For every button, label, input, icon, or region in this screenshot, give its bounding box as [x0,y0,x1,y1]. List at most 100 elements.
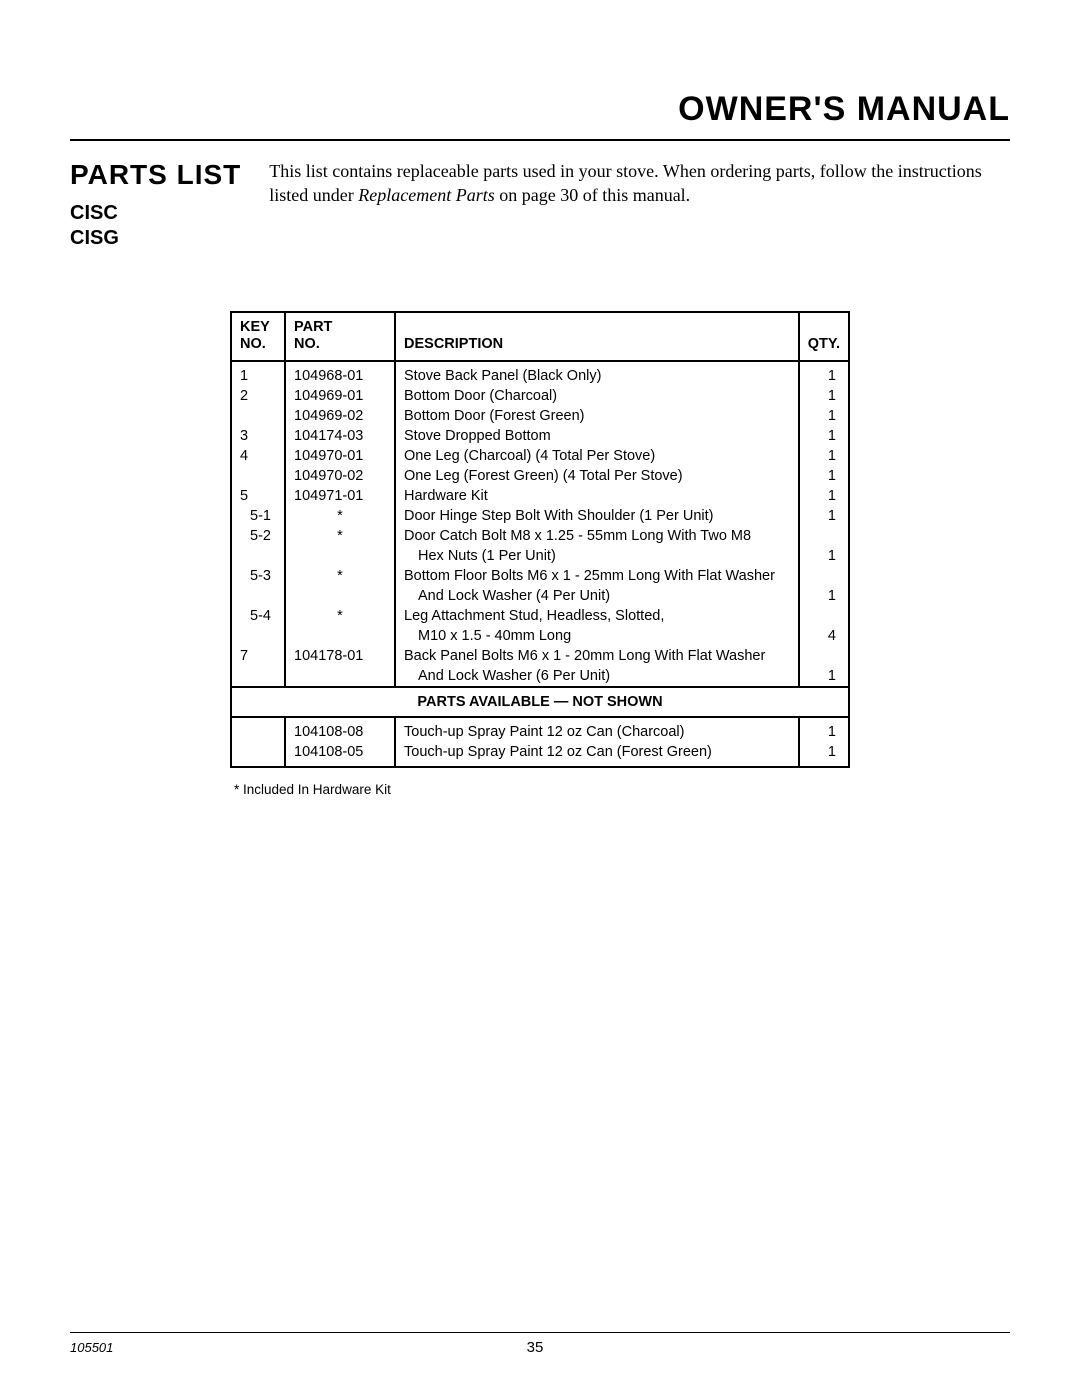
intro-post: on page 30 of this manual. [495,185,690,205]
intro-ital: Replacement Parts [358,185,494,205]
section-row: PARTS AVAILABLE — NOT SHOWN [231,687,849,717]
parts-table-wrap: KEY NO. PART NO. DESCRIPTION QTY. 110496… [230,311,850,797]
table-body-main: 1104968-01Stove Back Panel (Black Only)1… [231,361,849,687]
table-row: 5-2*Door Catch Bolt M8 x 1.25 - 55mm Lon… [231,526,849,546]
col-key-l1: KEY [240,319,270,335]
table-row: 5-3*Bottom Floor Bolts M6 x 1 - 25mm Lon… [231,566,849,586]
cell-qty: 1 [799,717,849,742]
cell-desc: Hardware Kit [395,486,799,506]
cell-key: 1 [231,361,285,386]
cell-desc: Stove Dropped Bottom [395,426,799,446]
cell-part: 104969-02 [285,406,395,426]
cell-qty: 1 [799,506,849,526]
cell-qty: 1 [799,446,849,466]
table-row: 3104174-03Stove Dropped Bottom1 [231,426,849,446]
cell-key: 5-4 [231,606,285,626]
cell-desc: Bottom Floor Bolts M6 x 1 - 25mm Long Wi… [395,566,799,586]
section-title: PARTS LIST [70,159,241,191]
table-row: 104108-08Touch-up Spray Paint 12 oz Can … [231,717,849,742]
table-row: 7104178-01Back Panel Bolts M6 x 1 - 20mm… [231,646,849,666]
page: OWNER'S MANUAL PARTS LIST CISC CISG This… [0,0,1080,1397]
cell-key: 5-1 [231,506,285,526]
cell-desc: Touch-up Spray Paint 12 oz Can (Forest G… [395,742,799,767]
cell-qty: 1 [799,546,849,566]
cell-key [231,406,285,426]
cell-qty [799,566,849,586]
cell-desc: Touch-up Spray Paint 12 oz Can (Charcoal… [395,717,799,742]
col-qty: QTY. [799,312,849,361]
cell-key [231,666,285,687]
col-part: PART NO. [285,312,395,361]
cell-key [231,742,285,767]
footer-row: 105501 35 000000 [70,1339,1010,1357]
table-row: And Lock Washer (4 Per Unit)1 [231,586,849,606]
col-qty-label: QTY. [808,336,840,352]
cell-key [231,717,285,742]
cell-part: 104971-01 [285,486,395,506]
title-rule [70,139,1010,141]
cell-desc: Hex Nuts (1 Per Unit) [395,546,799,566]
col-key: KEY NO. [231,312,285,361]
table-row: And Lock Washer (6 Per Unit)1 [231,666,849,687]
table-row: M10 x 1.5 - 40mm Long4 [231,626,849,646]
cell-desc: Door Hinge Step Bolt With Shoulder (1 Pe… [395,506,799,526]
cell-key: 7 [231,646,285,666]
cell-part [285,586,395,606]
cell-key [231,586,285,606]
col-key-l2: NO. [240,336,266,352]
cell-key [231,546,285,566]
cell-qty [799,526,849,546]
doc-title: OWNER'S MANUAL [70,90,1010,129]
cell-part: 104970-01 [285,446,395,466]
table-row: 4104970-01One Leg (Charcoal) (4 Total Pe… [231,446,849,466]
cell-part: 104970-02 [285,466,395,486]
table-row: 104108-05Touch-up Spray Paint 12 oz Can … [231,742,849,767]
cell-qty: 1 [799,666,849,687]
cell-desc: Back Panel Bolts M6 x 1 - 20mm Long With… [395,646,799,666]
table-row: 5-1*Door Hinge Step Bolt With Shoulder (… [231,506,849,526]
table-row: 2104969-01Bottom Door (Charcoal)1 [231,386,849,406]
footnote: * Included In Hardware Kit [234,782,850,797]
cell-desc: One Leg (Forest Green) (4 Total Per Stov… [395,466,799,486]
model-list: CISC CISG [70,201,241,251]
cell-key: 4 [231,446,285,466]
cell-part: * [285,526,395,546]
footer: 105501 35 000000 [70,1332,1010,1357]
table-head: KEY NO. PART NO. DESCRIPTION QTY. [231,312,849,361]
cell-qty: 4 [799,626,849,646]
cell-desc: M10 x 1.5 - 40mm Long [395,626,799,646]
cell-part: * [285,506,395,526]
left-head: PARTS LIST CISC CISG [70,159,241,251]
cell-desc: Leg Attachment Stud, Headless, Slotted, [395,606,799,626]
cell-qty: 1 [799,586,849,606]
cell-key: 3 [231,426,285,446]
cell-part: 104178-01 [285,646,395,666]
table-row: 5104971-01Hardware Kit1 [231,486,849,506]
col-desc: DESCRIPTION [395,312,799,361]
cell-key [231,466,285,486]
col-part-l1: PART [294,319,332,335]
cell-part: * [285,566,395,586]
cell-part [285,546,395,566]
cell-desc: Stove Back Panel (Black Only) [395,361,799,386]
cell-desc: Bottom Door (Charcoal) [395,386,799,406]
table-row: Hex Nuts (1 Per Unit)1 [231,546,849,566]
cell-desc: Bottom Door (Forest Green) [395,406,799,426]
cell-desc: Door Catch Bolt M8 x 1.25 - 55mm Long Wi… [395,526,799,546]
table-row: 1104968-01Stove Back Panel (Black Only)1 [231,361,849,386]
cell-part [285,666,395,687]
col-desc-label: DESCRIPTION [404,336,503,352]
cell-desc: And Lock Washer (6 Per Unit) [395,666,799,687]
table-body-section: PARTS AVAILABLE — NOT SHOWN [231,687,849,717]
cell-qty: 1 [799,466,849,486]
model-1: CISC [70,202,118,224]
cell-key: 5-2 [231,526,285,546]
cell-part: * [285,606,395,626]
header-row: PARTS LIST CISC CISG This list contains … [70,159,1010,251]
table-row: 104970-02One Leg (Forest Green) (4 Total… [231,466,849,486]
cell-part: 104108-08 [285,717,395,742]
table-row: 104969-02Bottom Door (Forest Green)1 [231,406,849,426]
cell-part: 104108-05 [285,742,395,767]
section-label: PARTS AVAILABLE — NOT SHOWN [231,687,849,717]
cell-qty: 1 [799,361,849,386]
